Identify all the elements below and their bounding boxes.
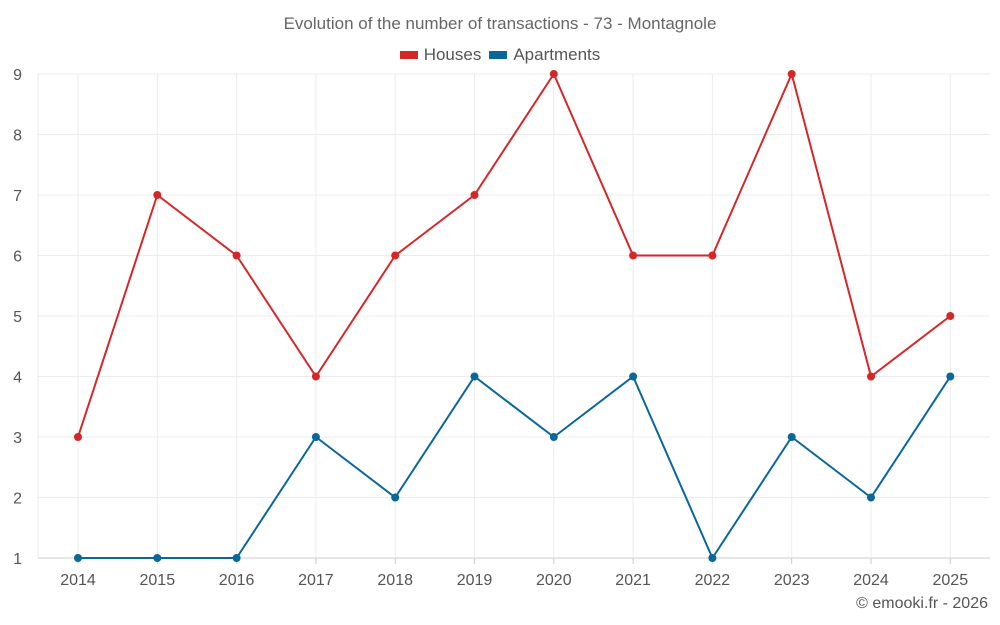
y-tick-label: 5 xyxy=(13,309,22,326)
legend-swatch-apartments xyxy=(489,51,508,59)
data-point-apartments xyxy=(153,554,162,562)
x-tick-label: 2014 xyxy=(60,572,96,589)
data-point-houses xyxy=(391,251,400,260)
credit-text: © emooki.fr - 2026 xyxy=(856,595,988,612)
y-tick-label: 9 xyxy=(13,67,22,84)
y-tick-label: 1 xyxy=(13,551,22,568)
data-point-apartments xyxy=(311,433,320,441)
x-tick-label: 2021 xyxy=(615,572,651,589)
x-tick-label: 2024 xyxy=(853,572,889,589)
x-tick-label: 2016 xyxy=(219,572,255,589)
series-group xyxy=(74,70,955,562)
data-point-apartments xyxy=(391,493,400,502)
y-tick-label: 4 xyxy=(13,370,22,387)
data-point-apartments xyxy=(867,493,875,502)
data-point-apartments xyxy=(629,372,638,381)
data-point-apartments xyxy=(549,433,558,441)
x-tick-label: 2017 xyxy=(298,572,334,589)
data-point-houses xyxy=(787,70,796,78)
legend-label-apartments: Apartments xyxy=(513,45,601,64)
x-tick-label: 2019 xyxy=(457,572,493,589)
x-tick-label: 2020 xyxy=(536,572,572,589)
x-tick-label: 2022 xyxy=(695,572,731,589)
legend-swatch-houses xyxy=(399,51,418,59)
y-tick-label: 8 xyxy=(13,128,22,145)
data-point-houses xyxy=(470,191,479,199)
legend-item-houses[interactable]: Houses xyxy=(399,45,482,65)
y-tick-label: 7 xyxy=(13,188,22,205)
legend-label-houses: Houses xyxy=(423,45,482,64)
data-point-houses xyxy=(232,251,241,260)
data-point-houses xyxy=(867,372,875,381)
y-tick-label: 2 xyxy=(13,491,22,508)
x-tick-label: 2025 xyxy=(933,572,969,589)
data-point-houses xyxy=(153,191,162,199)
grid-lines xyxy=(37,73,990,559)
data-point-houses xyxy=(946,312,955,320)
data-point-houses xyxy=(74,433,82,441)
data-point-apartments xyxy=(74,554,82,562)
data-point-apartments xyxy=(232,554,241,562)
y-tick-label: 3 xyxy=(13,430,22,447)
x-tick-label: 2015 xyxy=(140,572,176,589)
data-point-apartments xyxy=(946,372,955,381)
data-point-houses xyxy=(629,251,638,260)
series-line-apartments xyxy=(78,375,952,559)
legend-item-apartments[interactable]: Apartments xyxy=(489,45,600,65)
data-point-apartments xyxy=(787,433,796,441)
chart-legend: Houses Apartments xyxy=(0,45,1000,65)
data-point-houses xyxy=(549,70,558,78)
data-point-houses xyxy=(311,372,320,381)
x-tick-label: 2018 xyxy=(377,572,413,589)
data-point-apartments xyxy=(470,372,479,381)
series-line-houses xyxy=(77,73,951,438)
data-point-houses xyxy=(708,251,717,260)
y-tick-label: 6 xyxy=(13,249,22,266)
chart-title: Evolution of the number of transactions … xyxy=(283,14,717,33)
data-point-apartments xyxy=(708,554,717,562)
axes: 1 2 3 4 5 6 7 8 9 2014 2015 2016 2017 2018 2019 2020 202… xyxy=(13,67,968,589)
x-tick-label: 2023 xyxy=(774,572,810,589)
